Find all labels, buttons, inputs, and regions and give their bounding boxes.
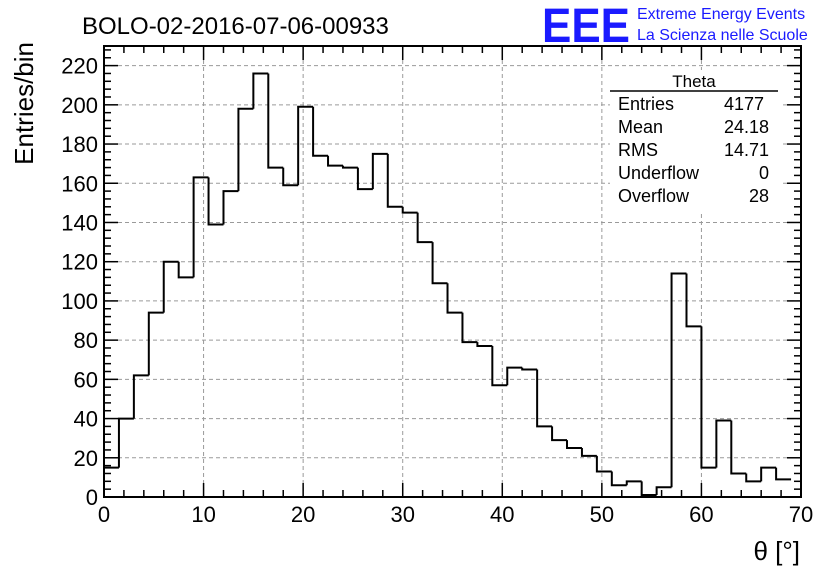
histogram-bin-27 — [506, 366, 523, 386]
histogram-bin-6 — [192, 176, 209, 278]
grid-layer — [104, 46, 801, 497]
x-tick-label-60: 60 — [689, 502, 713, 527]
histogram-bin-37 — [655, 486, 672, 496]
stats-box-title: Theta — [672, 72, 716, 91]
histogram-bin-3 — [147, 311, 164, 376]
histogram-bin-8 — [222, 190, 239, 225]
stats-box: Theta Entries 4177 Mean 24.18 RMS 14.71 … — [610, 70, 780, 214]
histogram-bin-38 — [670, 272, 687, 488]
stats-mean-value: 24.18 — [724, 117, 769, 137]
histogram-bin-29 — [536, 369, 553, 428]
histogram-bin-39 — [685, 273, 702, 328]
y-axis-label: Entries/bin — [9, 42, 39, 165]
histogram-bin-11 — [267, 73, 284, 169]
histogram-bin-44 — [760, 466, 777, 482]
x-tick-label-10: 10 — [191, 502, 215, 527]
histogram-bin-42 — [730, 420, 747, 475]
y-tick-label-220: 220 — [61, 54, 98, 79]
histogram-bin-21 — [416, 212, 433, 244]
histogram-bin-13 — [297, 105, 314, 186]
histogram-bin-31 — [566, 440, 582, 449]
histogram-bin-2 — [132, 374, 149, 419]
histogram-bin-20 — [401, 206, 418, 214]
histogram-bin-9 — [237, 107, 254, 192]
stats-rms-value: 14.71 — [724, 140, 769, 160]
eee-logo-line2: La Scienza nelle Scuole — [637, 27, 808, 44]
y-tick-label-80: 80 — [74, 328, 98, 353]
histogram-bin-26 — [491, 346, 508, 387]
histogram-bin-22 — [431, 242, 448, 285]
histogram-bin-25 — [476, 342, 493, 348]
stats-entries-label: Entries — [618, 94, 674, 114]
histogram-bin-23 — [446, 283, 463, 314]
histogram-bin-7 — [207, 177, 224, 226]
histogram-bin-43 — [745, 473, 762, 483]
y-tick-label-200: 200 — [61, 93, 98, 118]
stats-entries-value: 4177 — [724, 94, 764, 114]
histogram-bin-41 — [715, 419, 732, 468]
histogram-bin-34 — [610, 471, 627, 487]
y-tick-label-0: 0 — [86, 485, 98, 510]
eee-logo-line1: Extreme Energy Events — [637, 6, 805, 23]
histogram-bin-40 — [700, 326, 717, 469]
y-tick-label-120: 120 — [61, 250, 98, 275]
histogram-bin-30 — [551, 426, 568, 442]
histogram-bin-33 — [595, 455, 612, 473]
histogram-bin-28 — [521, 367, 538, 371]
x-tick-label-40: 40 — [490, 502, 514, 527]
x-tick-label-70: 70 — [789, 502, 813, 527]
y-tick-label-160: 160 — [61, 171, 98, 196]
y-tick-label-140: 140 — [61, 210, 98, 235]
stats-overflow-value: 28 — [749, 186, 769, 206]
stats-box-background — [610, 70, 780, 214]
histogram-bin-10 — [252, 72, 269, 109]
histogram-bin-4 — [162, 260, 179, 313]
histogram-bin-16 — [341, 165, 358, 169]
x-axis-label: θ [°] — [753, 536, 800, 566]
histogram-bin-17 — [356, 167, 373, 191]
stats-mean-label: Mean — [618, 117, 663, 137]
stats-overflow-label: Overflow — [618, 186, 690, 206]
histogram-bin-1 — [117, 417, 134, 468]
histogram-bin-15 — [327, 155, 343, 167]
stats-rms-label: RMS — [618, 140, 658, 160]
stats-underflow-label: Underflow — [618, 163, 700, 183]
eee-logo: EEE Extreme Energy Events La Scienza nel… — [542, 0, 808, 53]
y-tick-label-40: 40 — [74, 407, 98, 432]
histogram-bin-24 — [461, 312, 478, 344]
y-tick-label-100: 100 — [61, 289, 98, 314]
y-tick-label-20: 20 — [74, 446, 98, 471]
eee-logo-mark: EEE — [542, 0, 630, 53]
plot-frame — [103, 45, 802, 498]
stats-underflow-value: 0 — [759, 163, 769, 183]
histogram-bin-5 — [177, 261, 194, 279]
x-tick-label-30: 30 — [390, 502, 414, 527]
histogram-bin-35 — [625, 480, 642, 486]
histogram-bin-19 — [386, 153, 403, 208]
y-tick-label-60: 60 — [74, 367, 98, 392]
x-tick-label-20: 20 — [291, 502, 315, 527]
chart-title: BOLO-02-2016-07-06-00933 — [82, 13, 389, 40]
x-tick-label-50: 50 — [590, 502, 614, 527]
histogram-bin-12 — [282, 167, 299, 187]
histogram-bin-14 — [312, 106, 329, 157]
x-tick-label-0: 0 — [98, 502, 110, 527]
y-tick-label-180: 180 — [61, 132, 98, 157]
histogram-bin-45 — [775, 467, 792, 481]
axes-layer: 0 10 20 30 40 50 60 70 0 20 40 60 80 100 120 140 160 180 2… — [61, 45, 813, 527]
histogram-bin-18 — [371, 152, 388, 190]
histogram-bin-32 — [580, 447, 597, 457]
